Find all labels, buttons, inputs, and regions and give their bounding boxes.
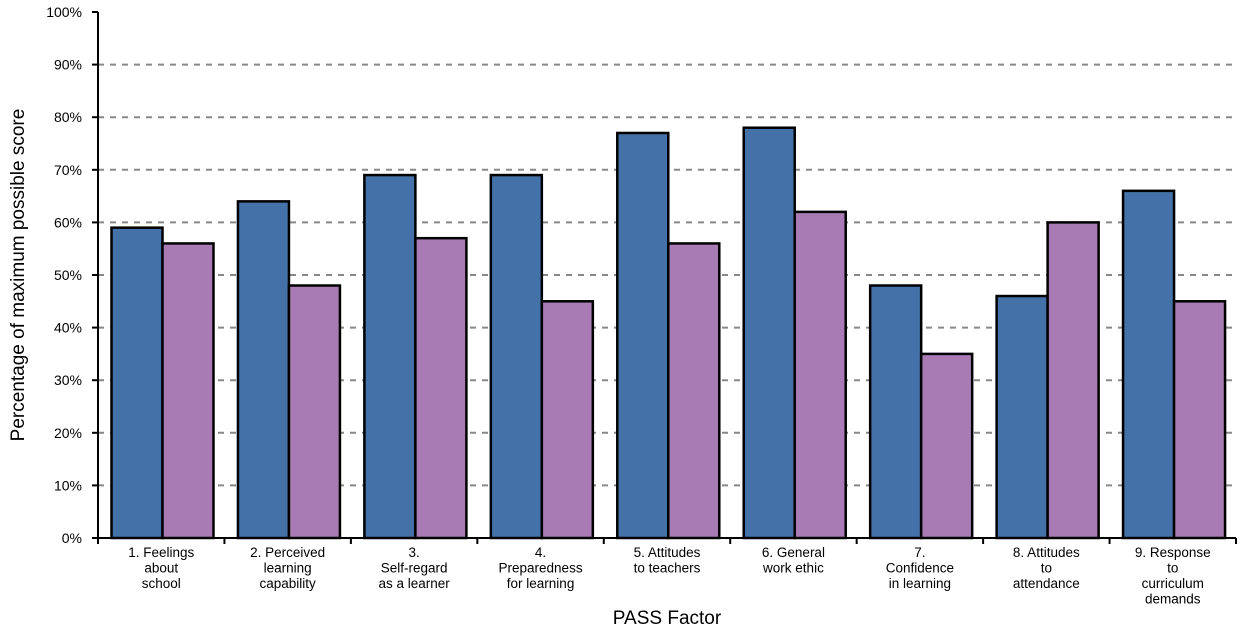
y-tick-label: 100% [46,4,82,20]
y-tick-label: 10% [54,477,82,493]
y-tick-label: 70% [54,162,82,178]
y-tick-label: 50% [54,267,82,283]
x-category-label: 9. Response to curriculum demands [1135,545,1211,607]
y-tick-labels: 0% 10% 20% 30% 40% 50% 60% 70% 80% 90% 100% [46,4,82,546]
x-category-label: 1. Feelings about school [128,545,194,591]
bar-series-1-cat-1 [110,226,164,540]
y-tick-label: 0% [62,530,82,546]
bar-series-1-cat-7 [868,284,923,540]
x-category-label: 8. Attitudes to attendance [1013,545,1080,591]
bar-series-2-cat-6 [793,210,847,540]
y-tick-label: 20% [54,425,82,441]
x-category-label: 4. Preparedness for learning [499,545,583,591]
y-tick-label: 40% [54,320,82,336]
y-tick-label: 80% [54,109,82,125]
x-category-labels: 1. Feelings about school 2. Perceived learni… [128,545,1210,607]
y-tick-label: 90% [54,57,82,73]
y-tick-label: 30% [54,372,82,388]
bar-series-1-cat-8 [995,294,1049,540]
bar-series-2-cat-9 [1172,300,1227,540]
x-category-label: 3. Self-regard as a learner [378,545,450,591]
bar-series-1-cat-2 [236,200,291,540]
x-category-label: 7. Confidence in learning [886,545,954,591]
bar-series-1-cat-3 [363,173,417,540]
bar-series-2-cat-7 [919,352,974,540]
bar-series-2-cat-4 [540,300,595,540]
y-tick-label: 60% [54,214,82,230]
x-category-label: 5. Attitudes to teachers [634,545,701,576]
axes [92,11,1237,544]
bar-series-2-cat-5 [667,242,721,540]
bar-series-1-cat-9 [1121,189,1176,540]
x-axis-title: PASS Factor [613,608,722,629]
bar-series-2-cat-3 [414,236,468,540]
y-axis-title: Percentage of maximum possible score [8,109,29,442]
bar-series-1-cat-6 [742,126,796,540]
x-category-label: 6. General work ethic [762,545,825,576]
bar-series-1-cat-4 [489,173,544,540]
bar-series-2-cat-8 [1046,221,1100,540]
bar-series-2-cat-2 [287,284,342,540]
bar-series-2-cat-1 [161,242,215,540]
bar-series-1-cat-5 [616,131,670,540]
bars [110,126,1227,540]
x-category-label: 2. Perceived learning capability [250,545,325,591]
